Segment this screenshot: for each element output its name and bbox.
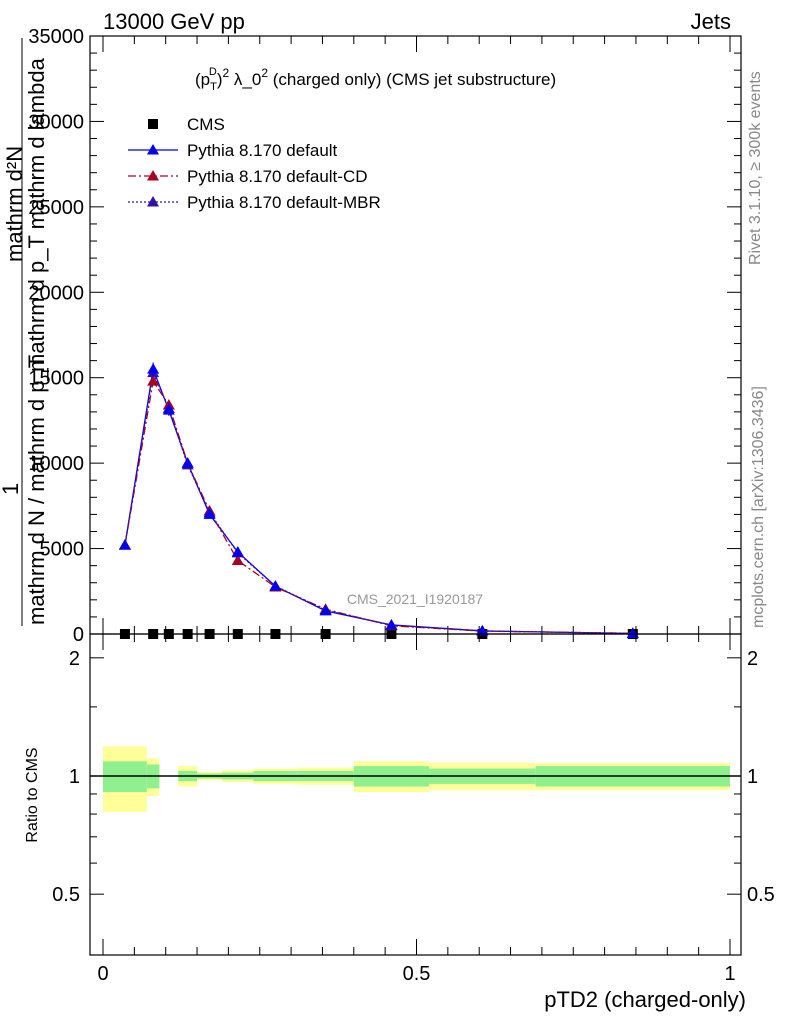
watermark: CMS_2021_I1920187 bbox=[347, 591, 483, 607]
y-tick-label: 15000 bbox=[28, 368, 84, 390]
x-tick-label: 1 bbox=[724, 963, 735, 985]
y-label-line-1: mathrm d²N bbox=[2, 146, 27, 262]
legend-marker-square bbox=[148, 119, 158, 129]
y-tick-label: 35000 bbox=[28, 26, 84, 48]
y-tick-label: 10000 bbox=[28, 453, 84, 475]
title-open: (p bbox=[195, 70, 210, 89]
y-label-line-4: mathrm d N / mathrm d p_T bbox=[24, 355, 49, 625]
series-layer bbox=[118, 362, 639, 639]
ratio-y-tick-label: 2 bbox=[69, 648, 80, 670]
main-y-axis-label: mathrm d²N mathrm d p_T mathrm d lambda … bbox=[0, 38, 49, 626]
x-axis-label: pTD2 (charged-only) bbox=[544, 987, 746, 1012]
ratio-plot-frame bbox=[89, 633, 742, 956]
ratio-y-tick-label: 0.5 bbox=[52, 884, 80, 906]
y-tick-label: 0 bbox=[73, 624, 84, 646]
legend-label: Pythia 8.170 default-CD bbox=[187, 167, 368, 186]
legend-label: Pythia 8.170 default bbox=[187, 141, 338, 160]
ratio-y-axis: 0.5 0.5 1 1 2 2 bbox=[52, 648, 775, 906]
uncertainty-bands bbox=[103, 746, 730, 812]
data-point-triangle bbox=[147, 196, 159, 207]
plot-title: (pTD)2 λ_02 (charged only) (CMS jet subs… bbox=[195, 66, 556, 93]
data-point-triangle bbox=[147, 375, 160, 386]
ratio-y-tick-label-right: 2 bbox=[747, 648, 758, 670]
ratio-plot-panel: 0.5 0.51 12 2 0 0.5 1 Ratio to CMS bbox=[24, 633, 775, 985]
y-tick-label: 25000 bbox=[28, 197, 84, 219]
x-tick-label: 0.5 bbox=[403, 963, 431, 985]
series-line bbox=[124, 370, 633, 635]
y-tick-label: 20000 bbox=[28, 282, 84, 304]
title-sup-2: 2 bbox=[222, 66, 229, 80]
ratio-y-tick-label-right: 1 bbox=[747, 766, 758, 788]
y-tick-label: 5000 bbox=[40, 539, 85, 561]
rivet-label: Rivet 3.1.10, ≥ 300k events bbox=[747, 71, 764, 265]
main-plot-panel: 0 5000 10000 15000 20000 25000 30000 35000 CMS_… bbox=[28, 26, 742, 646]
title-rest: (charged only) (CMS jet substructure) bbox=[268, 70, 556, 89]
ratio-y-label: Ratio to CMS bbox=[24, 747, 41, 842]
title-mid: λ_0 bbox=[229, 70, 261, 89]
y-tick-label: 30000 bbox=[28, 111, 84, 133]
data-point-triangle bbox=[147, 170, 159, 181]
title-sup-3: 2 bbox=[261, 66, 268, 80]
legend-label: Pythia 8.170 default-MBR bbox=[187, 193, 381, 212]
title-sub: T bbox=[210, 81, 217, 93]
x-tick-label: 0 bbox=[97, 963, 108, 985]
title-sup-d: D bbox=[209, 66, 217, 78]
series-line bbox=[124, 379, 633, 634]
data-point-triangle bbox=[147, 144, 159, 155]
header-energy: 13000 GeV pp bbox=[103, 9, 245, 34]
ratio-y-tick-label: 1 bbox=[69, 766, 80, 788]
legend-label: CMS bbox=[187, 115, 225, 134]
data-point-triangle bbox=[231, 554, 244, 566]
mcplots-label: mcplots.cern.ch [arXiv:1306.3436] bbox=[750, 386, 767, 628]
title-close: ) bbox=[217, 70, 223, 89]
main-y-axis: 0 5000 10000 15000 20000 25000 30000 35000 bbox=[28, 26, 741, 646]
header-category: Jets bbox=[691, 9, 731, 34]
y-label-line-2: mathrm d p_T mathrm d lambda bbox=[24, 57, 49, 372]
ratio-x-axis: 0 0.5 1 bbox=[97, 634, 736, 985]
legend: CMS Pythia 8.170 default Pythia 8.170 defa… bbox=[128, 115, 381, 212]
y-label-line-3: 1 bbox=[0, 483, 23, 495]
ratio-y-tick-label-right: 0.5 bbox=[747, 884, 775, 906]
